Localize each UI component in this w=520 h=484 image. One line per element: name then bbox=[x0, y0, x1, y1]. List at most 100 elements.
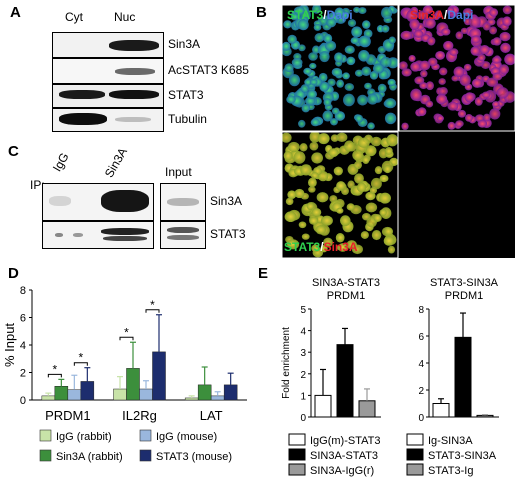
cell-nucleus bbox=[386, 134, 399, 147]
cell-nucleus bbox=[314, 32, 325, 43]
cell-nucleus bbox=[321, 215, 333, 226]
cell-nucleus bbox=[358, 7, 367, 15]
cell-nucleus bbox=[383, 235, 395, 246]
y-tick-label: 0 bbox=[300, 413, 306, 424]
cell-nucleus bbox=[496, 87, 509, 99]
cell-nucleus bbox=[428, 57, 438, 67]
cell-nucleus bbox=[336, 79, 345, 88]
cell-nucleus bbox=[323, 98, 332, 107]
cell-nucleus bbox=[414, 76, 425, 85]
cell-nucleus bbox=[319, 81, 330, 92]
cell-nucleus bbox=[315, 225, 327, 235]
panel-letter-a: A bbox=[10, 4, 21, 21]
cell-nucleus bbox=[499, 31, 511, 42]
cell-nucleus bbox=[293, 6, 305, 16]
legend-swatch bbox=[406, 433, 424, 446]
cell-nucleus bbox=[300, 84, 310, 93]
cell-nucleus bbox=[383, 164, 392, 174]
cell-nucleus bbox=[310, 172, 319, 179]
cell-nucleus bbox=[360, 231, 369, 239]
cell-nucleus bbox=[299, 143, 308, 152]
cell-nucleus bbox=[408, 54, 416, 62]
row-label-tubulin: Tubulin bbox=[168, 112, 207, 126]
caption-sin3a: Sin3A bbox=[323, 240, 358, 254]
cell-nucleus bbox=[286, 95, 296, 104]
cell-nucleus bbox=[370, 136, 382, 147]
cell-nucleus bbox=[387, 78, 396, 87]
cell-nucleus bbox=[425, 100, 434, 108]
cell-nucleus bbox=[504, 53, 515, 66]
blot-ip-stat3 bbox=[42, 221, 154, 249]
cell-nucleus bbox=[381, 25, 390, 33]
legend-swatch bbox=[288, 448, 306, 461]
cell-nucleus bbox=[320, 244, 328, 253]
legend-swatch bbox=[288, 463, 306, 476]
y-tick-label: 2 bbox=[300, 370, 306, 381]
cell-nucleus bbox=[364, 145, 377, 157]
cell-nucleus bbox=[352, 149, 364, 161]
cell-nucleus bbox=[502, 5, 512, 15]
cell-nucleus bbox=[417, 107, 427, 117]
chart-title-line: PRDM1 bbox=[445, 290, 484, 302]
legend-label: STAT3 (mouse) bbox=[156, 451, 232, 463]
panel-letter-b: B bbox=[256, 4, 267, 21]
cell-nucleus bbox=[465, 114, 473, 122]
cell-nucleus bbox=[471, 35, 481, 44]
legend-swatch bbox=[406, 448, 424, 461]
cell-nucleus bbox=[298, 44, 306, 52]
cell-nucleus bbox=[356, 182, 367, 193]
category-label: IL2Rg bbox=[122, 408, 157, 423]
cell-nucleus bbox=[460, 27, 469, 34]
cell-nucleus bbox=[353, 161, 362, 170]
cell-nucleus bbox=[357, 137, 370, 148]
blot-ip-sin3a bbox=[42, 183, 154, 221]
cell-nucleus bbox=[336, 132, 348, 143]
cell-nucleus bbox=[291, 58, 303, 67]
cell-nucleus bbox=[477, 119, 488, 128]
cell-nucleus bbox=[311, 152, 323, 164]
cell-nucleus bbox=[441, 28, 451, 36]
cell-nucleus bbox=[344, 140, 355, 152]
y-tick-label: 2 bbox=[20, 368, 26, 380]
cell-nucleus bbox=[310, 118, 320, 127]
cell-nucleus bbox=[373, 63, 384, 74]
cell-nucleus bbox=[483, 113, 491, 122]
cell-nucleus bbox=[384, 112, 397, 125]
cell-nucleus bbox=[351, 26, 363, 38]
cell-nucleus bbox=[309, 130, 321, 143]
cell-nucleus bbox=[319, 51, 330, 63]
cell-nucleus bbox=[293, 151, 306, 164]
cell-nucleus bbox=[284, 211, 297, 223]
cell-nucleus bbox=[400, 30, 413, 40]
cell-nucleus bbox=[334, 52, 344, 63]
y-tick-label: 3 bbox=[300, 348, 306, 359]
cell-nucleus bbox=[381, 6, 393, 20]
cell-nucleus bbox=[388, 36, 396, 45]
cell-nucleus bbox=[379, 209, 387, 217]
cell-nucleus bbox=[492, 72, 503, 81]
y-tick-label: 0 bbox=[418, 413, 424, 424]
caption-sin3a: Sin3A bbox=[410, 8, 445, 22]
bar bbox=[476, 414, 494, 418]
cell-nucleus bbox=[331, 67, 343, 77]
cell-nucleus bbox=[309, 216, 319, 225]
image-stat3-dapi bbox=[282, 5, 399, 130]
cell-nucleus bbox=[287, 190, 297, 199]
blot-tubulin bbox=[52, 108, 164, 132]
cell-nucleus bbox=[489, 108, 501, 120]
cell-nucleus bbox=[449, 48, 459, 56]
cell-nucleus bbox=[336, 233, 345, 242]
cell-nucleus bbox=[434, 10, 443, 19]
bar bbox=[126, 368, 140, 401]
y-tick-label: 2 bbox=[418, 386, 424, 397]
bar bbox=[152, 351, 166, 401]
ip-label: IP: bbox=[30, 178, 45, 192]
cell-nucleus bbox=[468, 15, 481, 29]
cell-nucleus bbox=[365, 202, 378, 213]
cell-nucleus bbox=[306, 89, 318, 99]
bar bbox=[80, 381, 95, 401]
caption-stat3-sin3a: STAT3/Sin3A bbox=[284, 240, 358, 254]
cell-nucleus bbox=[447, 7, 455, 14]
cell-nucleus bbox=[298, 221, 307, 229]
cell-nucleus bbox=[283, 150, 293, 161]
